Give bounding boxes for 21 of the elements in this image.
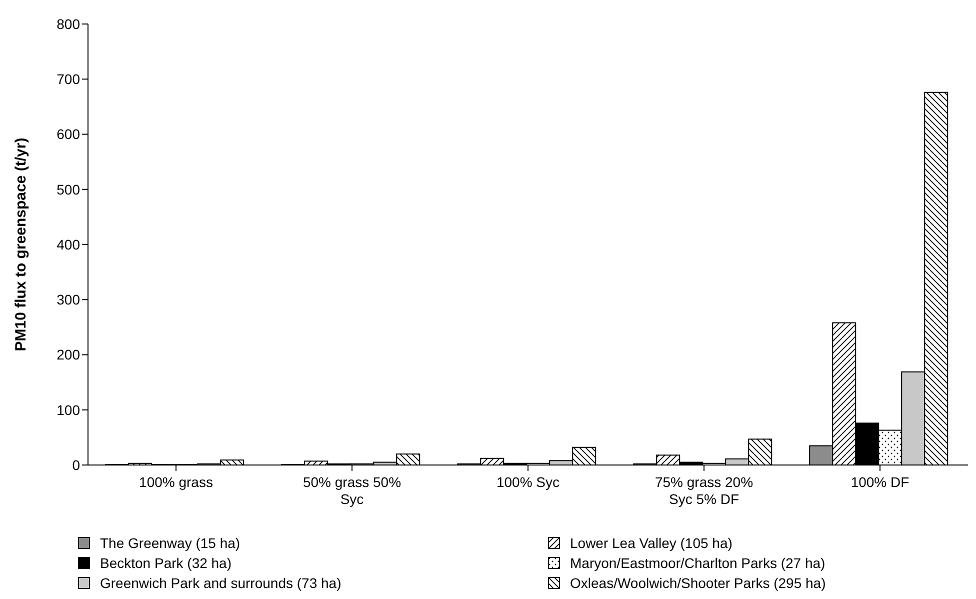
x-tick-label: 75% grass 20% Syc 5% DF: [654, 474, 754, 507]
y-tick-label: 600: [56, 126, 80, 142]
legend-label: Lower Lea Valley (105 ha): [570, 535, 732, 551]
x-tick-label: 100% grass: [139, 474, 213, 490]
legend-label: Oxleas/Woolwich/Shooter Parks (295 ha): [570, 575, 826, 591]
x-tick-label: 100% Syc: [496, 474, 560, 490]
legend-label: The Greenway (15 ha): [100, 535, 240, 551]
y-tick-label: 800: [56, 16, 80, 32]
y-tick-label: 300: [56, 292, 80, 308]
y-tick-label: 500: [56, 181, 80, 198]
legend-label: Beckton Park (32 ha): [100, 555, 232, 571]
y-tick-label: 400: [56, 236, 80, 252]
y-axis-title: PM10 flux to greenspace (t/yr): [12, 138, 30, 352]
legend-label: Greenwich Park and surrounds (73 ha): [100, 575, 342, 591]
x-tick-label: 100% DF: [850, 474, 910, 490]
y-tick-label: 700: [56, 71, 80, 88]
legend-label: Maryon/Eastmoor/Charlton Parks (27 ha): [570, 555, 826, 571]
y-tick-label: 100: [56, 402, 80, 418]
x-tick-label: 50% grass 50% Syc: [302, 474, 402, 507]
y-tick-label: 200: [56, 346, 80, 363]
y-tick-label: 0: [72, 456, 80, 473]
